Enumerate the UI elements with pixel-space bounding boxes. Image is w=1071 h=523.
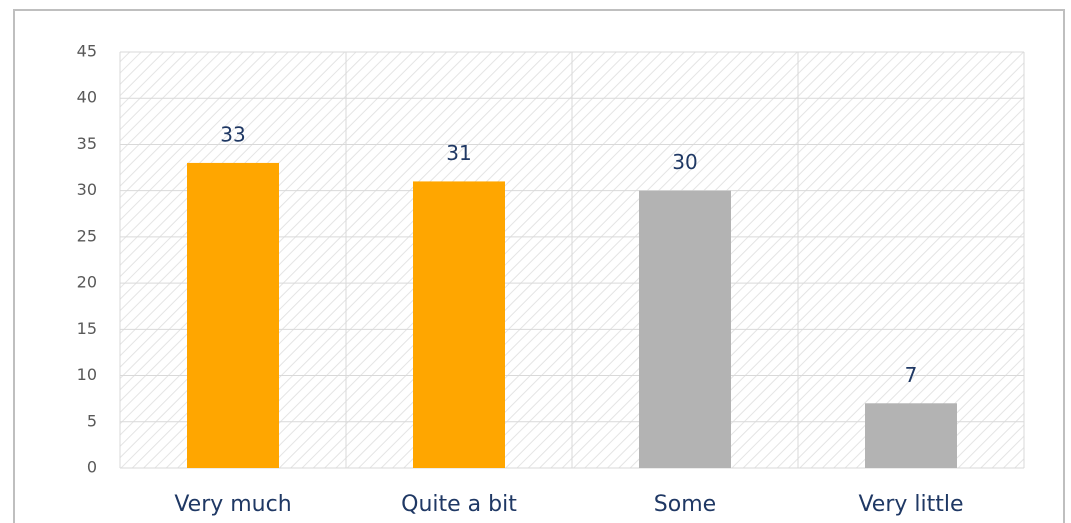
y-tick-label: 15: [77, 319, 97, 338]
x-tick-label: Very much: [174, 492, 291, 517]
y-tick-label: 5: [87, 411, 97, 430]
x-tick-label: Some: [654, 492, 716, 517]
data-label: 33: [220, 122, 245, 146]
data-label: 31: [446, 141, 471, 165]
y-tick-label: 10: [77, 365, 97, 384]
x-tick-label: Quite a bit: [401, 492, 517, 517]
y-tick-label: 45: [77, 42, 97, 61]
bar: [639, 190, 731, 468]
data-label: 7: [905, 363, 918, 387]
y-tick-label: 0: [87, 458, 97, 477]
x-tick-label: Very little: [858, 492, 963, 517]
bar: [413, 181, 505, 468]
bar: [187, 162, 279, 468]
data-label: 30: [672, 150, 697, 174]
bar: [865, 403, 957, 468]
y-tick-label: 35: [77, 134, 97, 153]
y-tick-label: 25: [77, 226, 97, 245]
y-tick-label: 20: [77, 273, 97, 292]
y-tick-label: 40: [77, 88, 97, 107]
y-tick-label: 30: [77, 180, 97, 199]
